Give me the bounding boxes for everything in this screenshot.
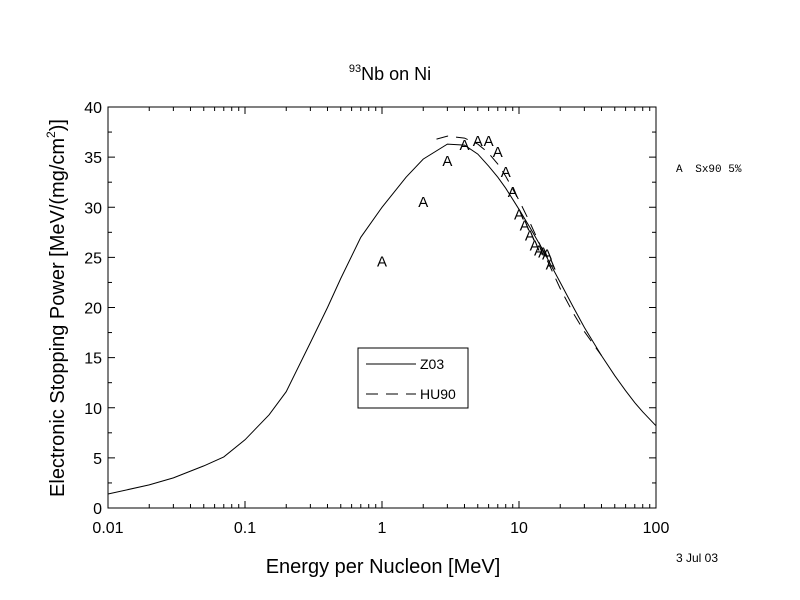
marker-legend-symbol: A (676, 164, 683, 176)
y-tick-label: 0 (93, 501, 102, 518)
x-tick-label: 10 (510, 520, 528, 537)
x-tick-label: 1 (378, 520, 387, 537)
x-axis-title: Energy per Nucleon [MeV] (266, 556, 501, 578)
chart-title-main: Nb on Ni (361, 64, 431, 84)
series-layer (107, 135, 657, 495)
legend-label-hu90: HU90 (420, 386, 456, 402)
data-point-marker: A (546, 256, 556, 273)
chart-title: 93Nb on Ni (349, 63, 431, 84)
data-point-marker: A (501, 164, 511, 181)
data-point-marker: A (534, 242, 544, 259)
data-point-marker: A (538, 244, 548, 261)
series-line-hu90 (436, 135, 602, 356)
data-point-marker: A (493, 144, 503, 161)
ticks-layer: 0.01 0.1 1 10 100 0 5 10 15 20 25 30 35 40 (84, 100, 669, 537)
y-tick-label: 15 (84, 351, 102, 368)
x-tick-label: 100 (643, 520, 670, 537)
series-line-z03 (107, 143, 657, 495)
y-axis-title-main: Electronic Stopping Power [MeV/(mg/cm (47, 138, 69, 497)
y-tick-label: 10 (84, 401, 102, 418)
y-tick-label: 40 (84, 100, 102, 117)
y-tick-label: 20 (84, 301, 102, 318)
data-point-marker: A (508, 184, 518, 201)
y-axis-title-end: )] (47, 119, 69, 131)
chart-title-superscript: 93 (349, 63, 361, 75)
y-tick-label: 35 (84, 150, 102, 167)
marker-legend-note: A Sx90 5% (676, 164, 742, 176)
data-point-marker: A (442, 153, 452, 170)
y-tick-label: 25 (84, 250, 102, 267)
y-axis-title: Electronic Stopping Power [MeV/(mg/cm2)] (44, 119, 69, 497)
data-point-marker: A (459, 137, 469, 154)
date-note: 3 Jul 03 (676, 551, 718, 565)
legend: Z03 HU90 (357, 347, 469, 409)
data-point-marker: A (530, 237, 540, 254)
data-point-marker: A (525, 227, 535, 244)
y-axis-title-superscript: 2 (44, 131, 58, 138)
data-point-marker: A (542, 246, 552, 263)
data-point-marker: A (473, 133, 483, 150)
legend-box (357, 347, 469, 409)
data-point-marker: A (377, 253, 387, 270)
x-tick-label: 0.1 (234, 520, 256, 537)
y-tick-label: 5 (93, 451, 102, 468)
data-point-marker: A (418, 194, 428, 211)
y-tick-label: 30 (84, 200, 102, 217)
data-point-marker: A (514, 206, 524, 223)
data-point-marker: A (520, 217, 530, 234)
data-point-marker: A (484, 133, 494, 150)
x-tick-label: 0.01 (92, 520, 123, 537)
marker-legend-label: Sx90 5% (695, 164, 742, 176)
legend-label-z03: Z03 (420, 356, 444, 372)
